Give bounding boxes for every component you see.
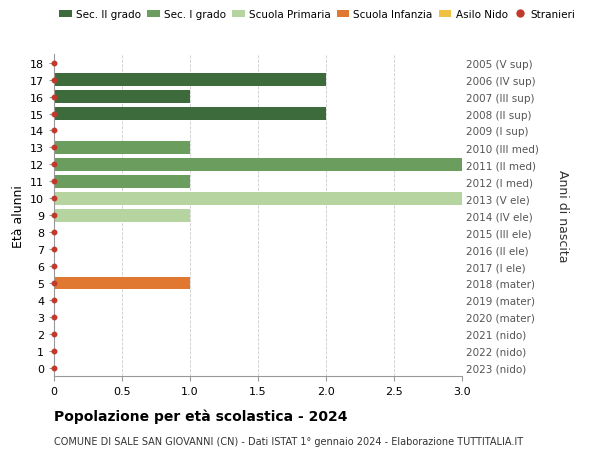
Text: Popolazione per età scolastica - 2024: Popolazione per età scolastica - 2024 xyxy=(54,409,347,423)
Y-axis label: Anni di nascita: Anni di nascita xyxy=(556,169,569,262)
Text: COMUNE DI SALE SAN GIOVANNI (CN) - Dati ISTAT 1° gennaio 2024 - Elaborazione TUT: COMUNE DI SALE SAN GIOVANNI (CN) - Dati … xyxy=(54,436,523,446)
Bar xyxy=(54,159,462,171)
Bar xyxy=(54,277,190,290)
Bar xyxy=(54,192,462,205)
Bar xyxy=(54,108,326,121)
Legend: Sec. II grado, Sec. I grado, Scuola Primaria, Scuola Infanzia, Asilo Nido, Stran: Sec. II grado, Sec. I grado, Scuola Prim… xyxy=(59,10,575,20)
Bar xyxy=(54,142,190,154)
Bar xyxy=(54,176,190,188)
Bar xyxy=(54,91,190,104)
Bar xyxy=(54,74,326,87)
Bar xyxy=(54,209,190,222)
Y-axis label: Età alunni: Età alunni xyxy=(11,185,25,247)
